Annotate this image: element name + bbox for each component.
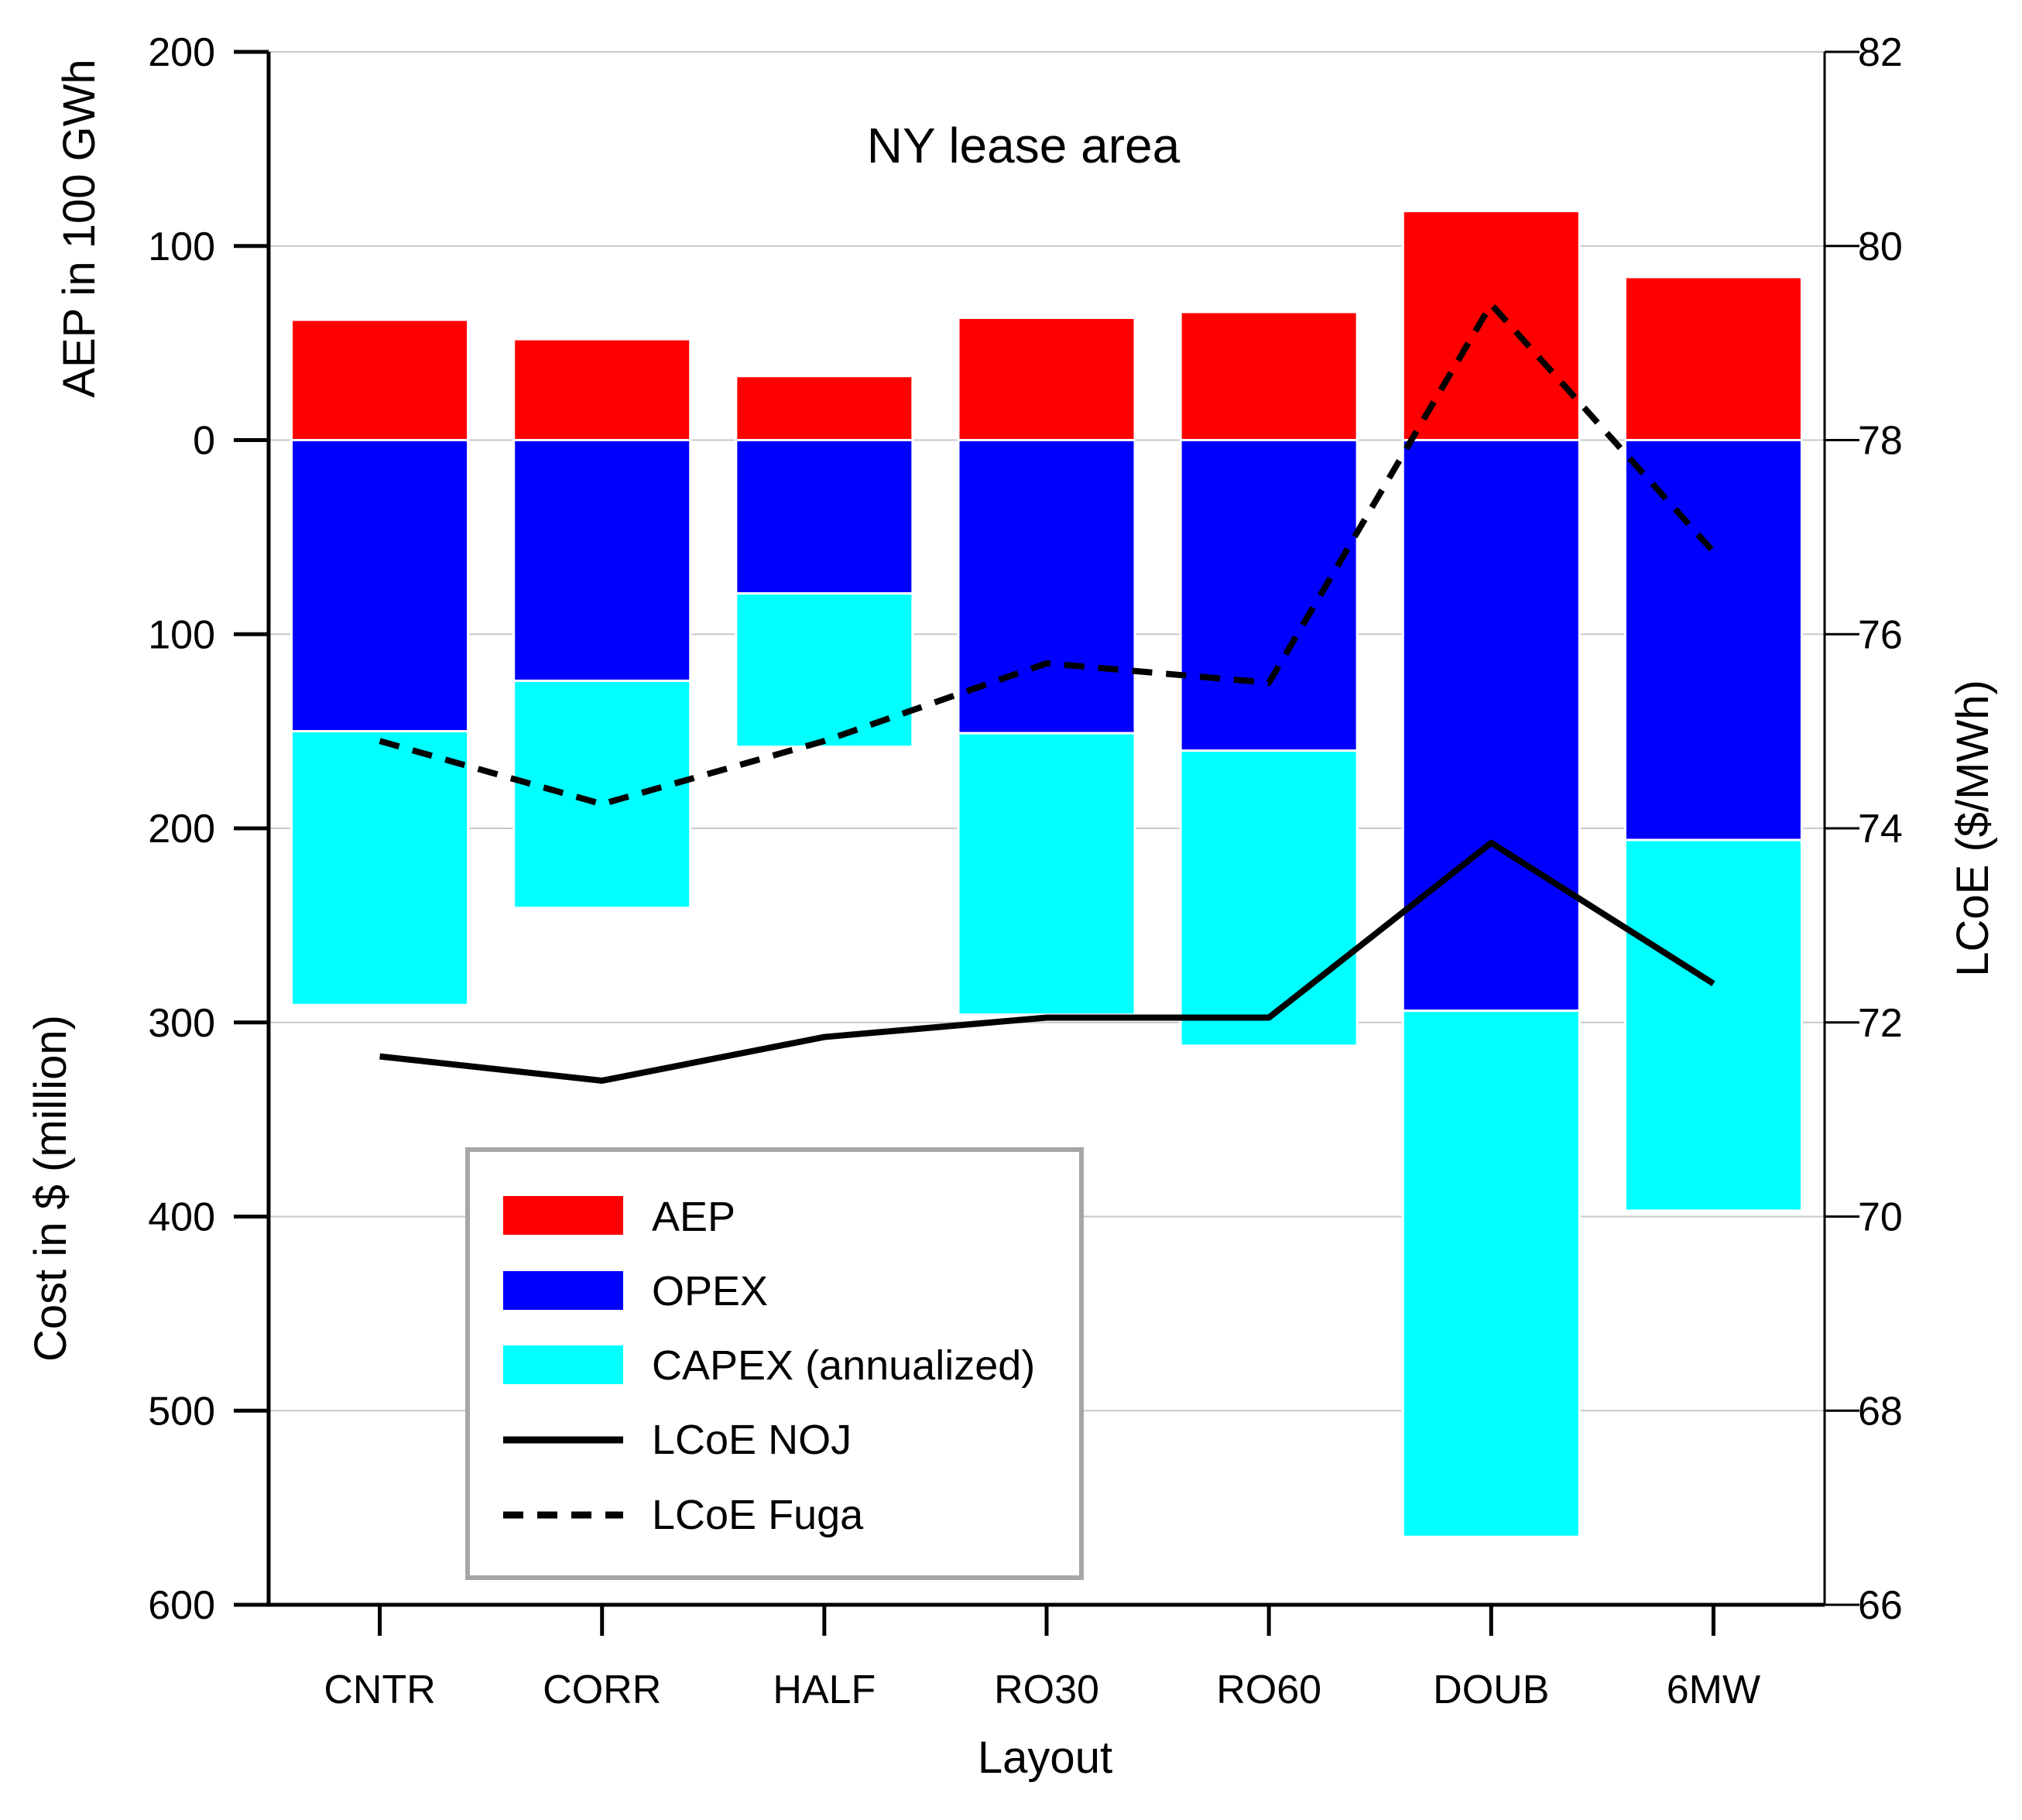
bar-capex-corr <box>512 679 692 910</box>
bar-capex-ro60 <box>1179 749 1359 1047</box>
legend-label-opex: OPEX <box>652 1268 768 1314</box>
x-tick-label-6mw: 6MW <box>1667 1667 1760 1712</box>
legend-label-capex: CAPEX (annualized) <box>652 1342 1035 1389</box>
legend-label-aep: AEP <box>652 1194 735 1240</box>
bar-opex-corr <box>512 439 692 682</box>
y-axis-title-bottom: Cost in $ (million) <box>26 1015 76 1362</box>
legend: AEP OPEX CAPEX (annualized) LCoE NOJ LCo… <box>465 1147 1084 1580</box>
legend-swatch-capex <box>503 1345 623 1384</box>
bar-aep-ro30 <box>957 317 1136 441</box>
left-tick-label-3: 100 <box>148 612 215 657</box>
left-tick-label-6: 400 <box>148 1195 215 1240</box>
legend-swatch-opex <box>503 1271 623 1310</box>
y-axis-title-right: LCoE ($/MWh) <box>1948 680 1998 977</box>
legend-label-lcoe-noj: LCoE NOJ <box>652 1417 852 1463</box>
y-axis-title-top: AEP in 100 GWh <box>54 59 105 397</box>
right-tick-label-5: 72 <box>1858 1001 1903 1046</box>
bar-opex-cntr <box>290 439 470 733</box>
right-tick-label-8: 66 <box>1858 1583 1903 1628</box>
axes: 200 100 0 100 200 300 400 500 600 82 80 78 76 74 72 70 6… <box>148 30 1903 1712</box>
bar-capex-half <box>735 592 914 749</box>
bars <box>290 210 1803 1538</box>
bar-opex-ro60 <box>1179 439 1359 752</box>
left-tick-label-1: 100 <box>148 225 215 269</box>
right-tick-label-7: 68 <box>1858 1389 1903 1434</box>
right-tick-label-4: 74 <box>1858 807 1903 852</box>
right-tick-label-3: 76 <box>1858 612 1903 657</box>
bar-capex-cntr <box>290 730 470 1006</box>
bar-opex-half <box>735 439 914 595</box>
right-tick-label-6: 70 <box>1858 1195 1903 1240</box>
left-tick-label-5: 300 <box>148 1001 215 1046</box>
x-tick-label-doub: DOUB <box>1433 1667 1549 1712</box>
line-lcoe-noj <box>379 839 1715 1084</box>
x-tick-label-ro60: RO60 <box>1216 1667 1321 1712</box>
bar-opex-doub <box>1401 439 1581 1013</box>
bar-aep-ro60 <box>1179 310 1359 441</box>
left-tick-label-2: 0 <box>193 419 215 464</box>
lcoe-lines <box>379 300 1716 1084</box>
bar-opex-6mw <box>1623 439 1803 841</box>
left-tick-label-4: 200 <box>148 807 215 852</box>
bar-opex-ro30 <box>957 439 1136 735</box>
bar-capex-ro30 <box>957 732 1136 1016</box>
bar-capex-6mw <box>1623 838 1803 1212</box>
x-tick-label-half: HALF <box>773 1667 876 1712</box>
x-tick-label-ro30: RO30 <box>994 1667 1099 1712</box>
right-tick-label-2: 78 <box>1858 419 1903 464</box>
left-tick-label-8: 600 <box>148 1583 215 1628</box>
right-tick-label-1: 80 <box>1858 225 1903 269</box>
legend-label-lcoe-fuga: LCoE Fuga <box>652 1492 864 1538</box>
bar-aep-corr <box>512 338 692 441</box>
x-axis-title: Layout <box>978 1733 1112 1783</box>
line-lcoe-fuga <box>379 300 1716 807</box>
right-tick-label-0: 82 <box>1858 30 1903 75</box>
bar-aep-cntr <box>290 318 470 441</box>
bar-aep-6mw <box>1623 276 1803 441</box>
bar-aep-half <box>735 375 914 441</box>
left-tick-label-7: 500 <box>148 1389 215 1434</box>
x-tick-label-cntr: CNTR <box>324 1667 435 1712</box>
chart-title: NY lease area <box>867 118 1181 173</box>
bar-capex-doub <box>1401 1009 1581 1538</box>
legend-swatch-aep <box>503 1196 623 1235</box>
x-tick-label-corr: CORR <box>543 1667 661 1712</box>
left-tick-label-0: 200 <box>148 30 215 75</box>
